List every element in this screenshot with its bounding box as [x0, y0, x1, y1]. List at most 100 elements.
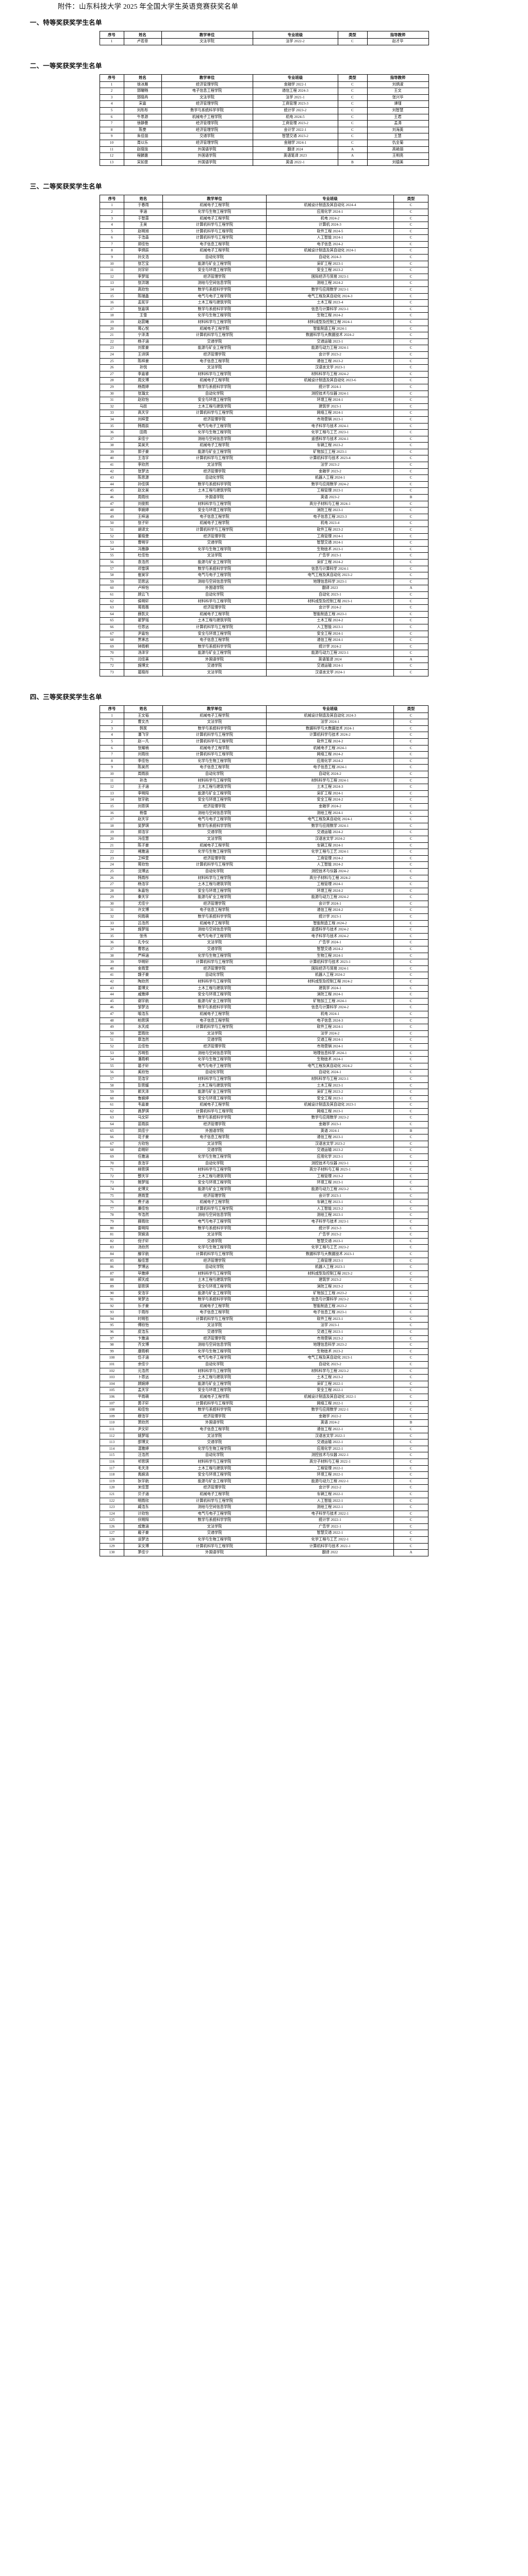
table-cell: 47 [100, 1010, 124, 1018]
table-row: 73 鲍梦瑶 安全与环境工程学院 环境工程 2023-1 C [100, 1179, 428, 1187]
table-cell: 王文韬 [124, 712, 163, 720]
table-row: 122 明雨欣 计算机科学与工程学院 人工智能 2022-1 C [100, 1497, 428, 1505]
table-cell: 能源与矿业工程学院 [162, 448, 267, 456]
award-table: 序号 姓名 教学单位 专业班级 类型 1 于春雨 机械电子工程学院 机械设计制造及其自动化 20… [100, 195, 428, 676]
table-cell: 机电 2024-2 [266, 215, 394, 223]
table-cell: C [393, 913, 428, 921]
column-header: 类型 [337, 74, 368, 82]
table-cell: 自动化学院 [162, 591, 267, 599]
table-row: 36 孔令仪 文法学院 广告学 2024-1 C [100, 939, 428, 947]
table-cell: 计算机科学与工程学院 [162, 1024, 267, 1031]
table-cell: C [393, 959, 428, 966]
table-cell: 33 [100, 920, 124, 927]
table-cell: 测绘与空间信息学院 [162, 435, 267, 443]
table-cell: 土木工程与建筑学院 [162, 1173, 267, 1180]
table-cell: 自动化学院 [162, 771, 267, 778]
table-cell: 23 [100, 855, 124, 862]
table-cell: 张洪瑞 [124, 280, 163, 287]
table-cell: 3 [100, 215, 124, 223]
table-cell: 73 [100, 1179, 124, 1187]
table-cell: 土木工程 2023-2 [266, 1374, 394, 1381]
table-row: 1 于春雨 机械电子工程学院 机械设计制造及其自动化 2024-4 C [100, 202, 428, 209]
table-cell: 车辆工程 2022-1 [266, 1490, 394, 1498]
table-cell: C [393, 1134, 428, 1141]
table-row: 47 刘俊熙 材料科学与工程学院 高分子材料与工程 2024-1 C [100, 500, 428, 508]
table-cell: 周雨欣 [124, 494, 163, 501]
table-cell: 108 [100, 1406, 124, 1414]
table-cell: 元浩然 [124, 1367, 163, 1375]
table-cell: 花子豪 [124, 1134, 163, 1141]
table-cell: C [393, 1154, 428, 1161]
table-cell: 70 [100, 1160, 124, 1167]
table-cell: 能源与矿业工程学院 [162, 997, 267, 1005]
table-cell: 28 [100, 887, 124, 895]
table-cell: 93 [100, 1309, 124, 1316]
table-cell: C [393, 591, 428, 599]
table-cell: 于智霖 [124, 215, 163, 223]
table-cell: 65 [100, 1127, 124, 1135]
table-cell: C [393, 370, 428, 378]
table-cell: 83 [100, 1244, 124, 1251]
table-cell: 测绘与空间信息学院 [162, 1504, 267, 1511]
table-cell: 计算机科学与工程学院 [162, 1543, 267, 1550]
table-cell: 刘海英 [367, 126, 429, 134]
table-cell: 电气与电子工程学院 [162, 1218, 267, 1226]
table-cell: 工商管理 2024-1 [266, 533, 394, 540]
table-cell: 葛晓彤 [124, 669, 163, 676]
table-cell: 土木工程与建筑学院 [162, 487, 267, 495]
table-cell: 机电 2023-4 [266, 520, 394, 527]
table-cell: C [393, 1062, 428, 1070]
table-row: 24 蒋欣怡 计算机科学与工程学院 人工智能 2024-2 C [100, 861, 428, 869]
table-cell: C [337, 38, 368, 45]
table-cell: 文法学院 [162, 462, 267, 469]
table-row: 22 褚雅涵 化学与生物工程学院 化学工程与工艺 2024-1 C [100, 849, 428, 856]
table-row: 10 周以乐 经济管理学院 金融学 2024-1 C 仇全菊 [99, 139, 429, 147]
table-cell: 69 [100, 643, 124, 651]
table-cell: B [337, 159, 368, 166]
table-cell: 51 [100, 527, 124, 534]
table-cell: 土木工程 2024-2 [266, 617, 394, 624]
table-cell: 潘飞宇 [124, 732, 163, 739]
table-cell: 信息与计算科学 2023-1 [266, 306, 394, 313]
table-cell: A [393, 1549, 428, 1556]
table-header-row: 序号 姓名 教学单位 专业班级 类型 [100, 195, 428, 203]
table-cell: 遥感科学与技术 2024-1 [266, 435, 394, 443]
table-cell: 曹文杰 [124, 719, 163, 726]
table-cell: 63 [100, 604, 124, 612]
table-cell: C [393, 900, 428, 908]
table-cell: 文法学院 [161, 38, 253, 45]
table-cell: 文法学院 [161, 94, 253, 101]
table-cell: 18 [100, 312, 124, 319]
table-cell: 37 [100, 946, 124, 953]
table-row: 13 李明阳 能源与矿业工程学院 采矿工程 2024-1 C [100, 790, 428, 798]
table-cell: 48 [100, 1017, 124, 1025]
table-cell: 129 [100, 1543, 124, 1550]
table-cell: 材料科学与工程学院 [162, 1270, 267, 1278]
table-cell: C [393, 507, 428, 514]
table-row: 27 杨浩宇 土木工程与建筑学院 工程管理 2024-1 C [100, 881, 428, 888]
table-cell: C [393, 1024, 428, 1031]
table-cell: 7 [100, 751, 124, 758]
table-row: 76 费子涵 机械电子工程学院 车辆工程 2023-1 C [100, 1199, 428, 1206]
table-cell: 96 [100, 1329, 124, 1336]
table-cell: C [393, 732, 428, 739]
table-row: 20 蒋心悦 机械电子工程学院 智能制造工程 2024-1 C [100, 325, 428, 333]
table-row: 12 程麟惠 外国语学院 英语笔译 2023 A 王明亮 [99, 152, 429, 160]
table-cell: 9 [100, 764, 124, 771]
table-cell: 吴梦琪 [124, 822, 163, 830]
table-cell: 电子信息工程学院 [162, 907, 267, 914]
table-cell: 29 [100, 383, 124, 391]
table-row: 22 杨子涵 交通学院 交通运输 2023-1 C [100, 338, 428, 346]
table-row: 14 高欣怡 数学与系统科学学院 数学与应用数学 2023-1 C [100, 286, 428, 294]
table-cell: C [393, 757, 428, 765]
table-row: 83 汤欣然 化学与生物工程学院 化学工程与工艺 2023-2 C [100, 1244, 428, 1251]
table-cell: C [393, 1536, 428, 1544]
table-cell: 59 [100, 578, 124, 586]
table-cell: 严梓涵 [124, 952, 163, 960]
table-row: 111 尹文轩 电子信息工程学院 通信工程 2022-1 C [100, 1426, 428, 1433]
table-row: 72 施博文 交通学院 交通运输 2024-1 C [100, 663, 428, 670]
table-cell: 于雨彤 [124, 1309, 163, 1316]
table-cell: 数学与应用数学 2023-1 [266, 286, 394, 294]
table-cell: 1 [100, 712, 124, 720]
column-header: 序号 [100, 195, 124, 203]
